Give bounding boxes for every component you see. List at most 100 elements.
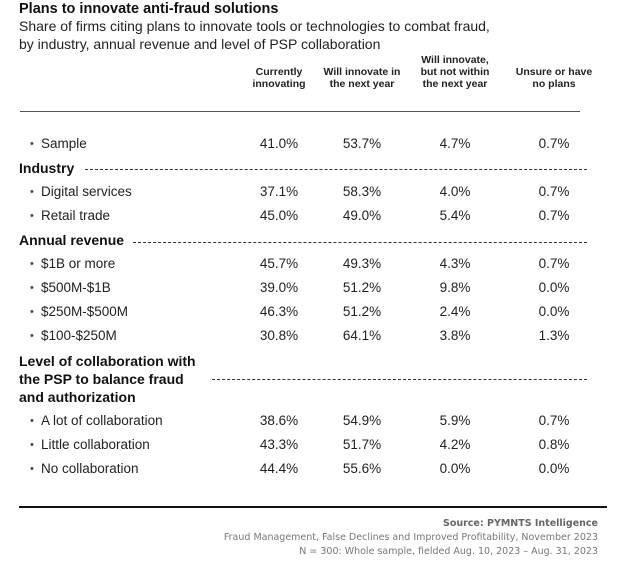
cell-value: 45.7% <box>259 256 299 271</box>
cell-value: 0.7% <box>538 136 570 151</box>
row-label: Little collaboration <box>41 437 150 452</box>
source-note: Source: PYMNTS Intelligence Fraud Manage… <box>224 517 598 559</box>
section-heading-annual-revenue: Annual revenue <box>19 232 125 248</box>
cell-value: 49.0% <box>342 208 382 223</box>
cell-value: 0.0% <box>538 280 570 295</box>
cell-value: 58.3% <box>342 184 382 199</box>
bullet-icon: • <box>30 415 34 427</box>
cell-value: 0.7% <box>538 256 570 271</box>
bullet-icon: • <box>30 330 34 342</box>
cell-value: 55.6% <box>342 461 382 476</box>
cell-value: 9.8% <box>439 280 471 295</box>
subtitle-line: by industry, annual revenue and level of… <box>19 36 381 52</box>
bullet-icon: • <box>30 186 34 198</box>
section-divider <box>212 379 587 380</box>
column-header-line: Currently <box>255 66 303 78</box>
cell-value: 4.2% <box>439 437 471 452</box>
column-header-line: Will innovate, <box>421 54 489 66</box>
cell-value: 5.9% <box>439 413 471 428</box>
column-header-unsure: Unsure or have no plans <box>509 66 599 90</box>
column-header-next-year: Will innovate in the next year <box>322 66 402 90</box>
bullet-icon: • <box>30 439 34 451</box>
column-header-line: Will innovate in <box>323 66 401 78</box>
bullet-icon: • <box>30 282 34 294</box>
cell-value: 45.0% <box>259 208 299 223</box>
cell-value: 5.4% <box>439 208 471 223</box>
cell-value: 51.7% <box>342 437 382 452</box>
bullet-icon: • <box>30 258 34 270</box>
report-title: Plans to innovate anti-fraud solutions <box>19 1 279 17</box>
header-divider <box>20 111 580 112</box>
cell-value: 1.3% <box>538 328 570 343</box>
table-row: • A lot of collaboration 38.6% 54.9% 5.9… <box>0 413 618 435</box>
table-row: • $1B or more 45.7% 49.3% 4.3% 0.7% <box>0 256 618 278</box>
bullet-icon: • <box>30 138 34 150</box>
cell-value: 30.8% <box>259 328 299 343</box>
column-header-line: no plans <box>532 78 576 90</box>
column-header-line: the next year <box>422 78 488 90</box>
section-heading-line: the PSP to balance fraud <box>19 371 184 387</box>
column-header-line: but not within <box>420 66 490 78</box>
cell-value: 51.2% <box>342 280 382 295</box>
footer-divider <box>19 506 607 508</box>
source-label: Source: PYMNTS Intelligence <box>442 518 598 529</box>
cell-value: 4.7% <box>439 136 471 151</box>
cell-value: 0.7% <box>538 184 570 199</box>
column-header-currently-innovating: Currently innovating <box>244 66 314 90</box>
cell-value: 46.3% <box>259 304 299 319</box>
section-heading-collaboration: Level of collaboration with the PSP to b… <box>19 352 196 406</box>
cell-value: 2.4% <box>439 304 471 319</box>
table-row: • Digital services 37.1% 58.3% 4.0% 0.7% <box>0 184 618 206</box>
cell-value: 0.7% <box>538 208 570 223</box>
cell-value: 49.3% <box>342 256 382 271</box>
row-label: $250M-$500M <box>41 304 129 319</box>
table-row: • $500M-$1B 39.0% 51.2% 9.8% 0.0% <box>0 280 618 302</box>
cell-value: 0.0% <box>538 304 570 319</box>
report-subtitle: Share of firms citing plans to innovate … <box>19 17 579 53</box>
bullet-icon: • <box>30 210 34 222</box>
table-row: • $250M-$500M 46.3% 51.2% 2.4% 0.0% <box>0 304 618 326</box>
row-label: Sample <box>41 136 87 151</box>
row-label: Retail trade <box>41 208 111 223</box>
section-heading-industry: Industry <box>19 160 75 176</box>
cell-value: 3.8% <box>439 328 471 343</box>
column-header-line: innovating <box>252 78 306 90</box>
table-row: • Retail trade 45.0% 49.0% 5.4% 0.7% <box>0 208 618 230</box>
table-row-sample: • Sample 41.0% 53.7% 4.7% 0.7% <box>0 136 618 158</box>
table-row: • No collaboration 44.4% 55.6% 0.0% 0.0% <box>0 461 618 483</box>
cell-value: 4.3% <box>439 256 471 271</box>
cell-value: 37.1% <box>259 184 299 199</box>
cell-value: 38.6% <box>259 413 299 428</box>
cell-value: 4.0% <box>439 184 471 199</box>
source-publication: Fraud Management, False Declines and Imp… <box>223 532 598 543</box>
row-label: $500M-$1B <box>41 280 111 295</box>
bullet-icon: • <box>30 306 34 318</box>
bullet-icon: • <box>30 463 34 475</box>
row-label: A lot of collaboration <box>41 413 163 428</box>
column-header-not-next-year: Will innovate, but not within the next y… <box>415 54 495 90</box>
section-heading-line: and authorization <box>19 389 136 405</box>
cell-value: 39.0% <box>259 280 299 295</box>
row-label: No collaboration <box>41 461 139 476</box>
section-heading-line: Level of collaboration with <box>19 353 196 369</box>
cell-value: 53.7% <box>342 136 382 151</box>
row-label: $100-$250M <box>41 328 117 343</box>
section-divider <box>85 169 587 170</box>
cell-value: 0.0% <box>439 461 471 476</box>
table-row: • Little collaboration 43.3% 51.7% 4.2% … <box>0 437 618 459</box>
cell-value: 43.3% <box>259 437 299 452</box>
cell-value: 0.8% <box>538 437 570 452</box>
cell-value: 54.9% <box>342 413 382 428</box>
cell-value: 51.2% <box>342 304 382 319</box>
row-label: $1B or more <box>41 256 116 271</box>
column-header-line: Unsure or have <box>515 66 593 78</box>
column-header-line: the next year <box>329 78 395 90</box>
cell-value: 0.0% <box>538 461 570 476</box>
cell-value: 0.7% <box>538 413 570 428</box>
row-label: Digital services <box>41 184 132 199</box>
subtitle-line: Share of firms citing plans to innovate … <box>19 18 490 34</box>
source-sample-note: N = 300: Whole sample, fielded Aug. 10, … <box>299 546 598 557</box>
cell-value: 41.0% <box>259 136 299 151</box>
table-row: • $100-$250M 30.8% 64.1% 3.8% 1.3% <box>0 328 618 350</box>
section-divider <box>133 242 587 243</box>
